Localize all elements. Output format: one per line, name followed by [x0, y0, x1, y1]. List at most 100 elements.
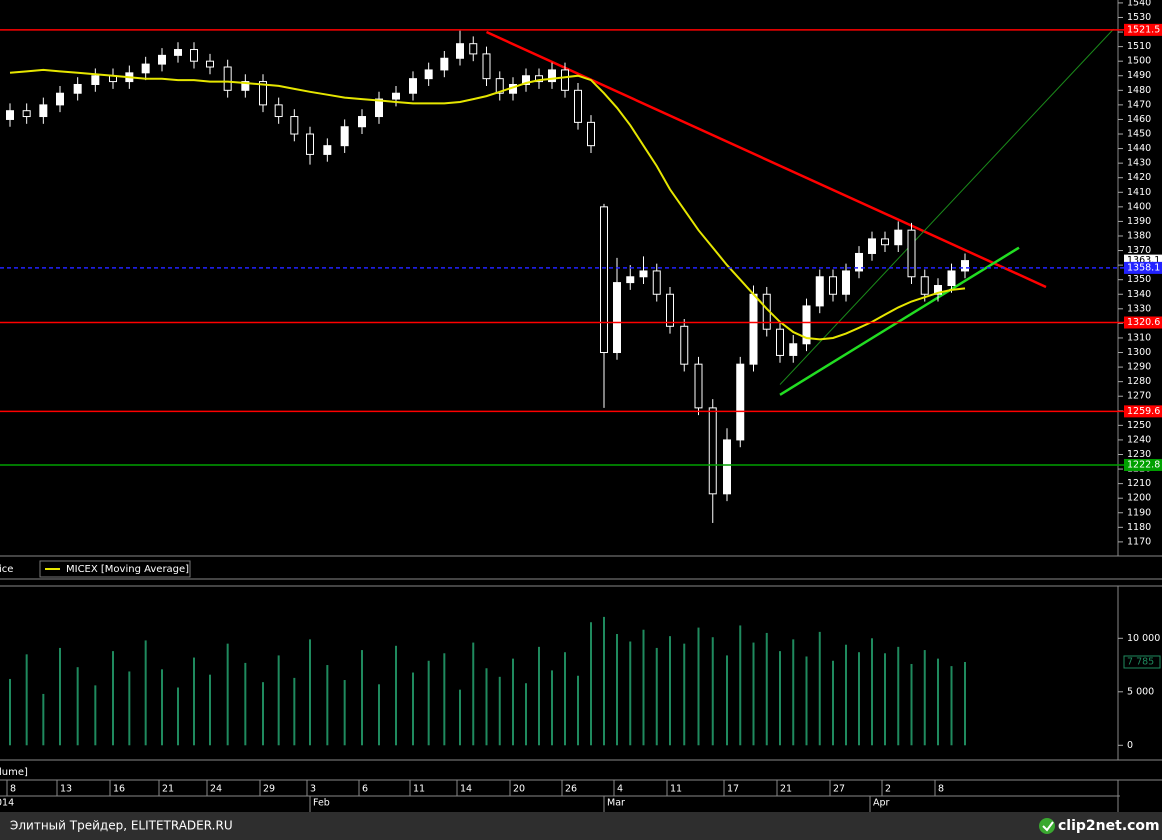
candle-body [6, 110, 14, 120]
y-tick-label: 1480 [1127, 85, 1151, 96]
volume-bar [603, 616, 605, 746]
candle-body [666, 293, 674, 327]
candle-body [22, 110, 31, 118]
x-tick-label: 13 [60, 784, 72, 795]
volume-bar [590, 622, 592, 746]
legend-label: MICEX [Moving Average] [66, 564, 189, 575]
level-label: 1320.6 [1127, 317, 1160, 328]
volume-value-label: 7 785 [1127, 656, 1154, 667]
volume-bar [577, 675, 579, 746]
legend-box [39, 560, 191, 578]
candle-body [174, 49, 182, 56]
volume-bar [9, 678, 11, 746]
candle-body [723, 439, 731, 495]
x-tick-label: 26 [565, 784, 577, 795]
volume-bar [361, 650, 363, 746]
volume-bar [76, 667, 79, 746]
volume-bar [779, 651, 781, 746]
y-tick-label: 1510 [1127, 41, 1151, 52]
y-tick-label: 1400 [1127, 201, 1151, 212]
volume-bar [697, 627, 700, 746]
candle-body [158, 54, 166, 65]
volume-bar [752, 642, 755, 746]
y-tick-label: 1540 [1127, 0, 1151, 8]
candle-body [815, 276, 824, 307]
x-tick-label: 14 [460, 784, 472, 795]
candle-body [340, 126, 349, 147]
candle-body [561, 69, 569, 91]
candle-body [274, 104, 283, 118]
level-label: 1259.6 [1127, 406, 1160, 417]
candle-body [223, 66, 232, 91]
footer [0, 812, 1162, 840]
month-label: Mar [607, 798, 625, 809]
y-tick-label: 1270 [1127, 391, 1151, 402]
volume-bar [551, 670, 553, 746]
volume-bar [144, 640, 147, 746]
candle-body [934, 285, 942, 295]
volume-bar [629, 641, 632, 746]
candle-body [776, 328, 784, 356]
x-tick-label: 21 [780, 784, 792, 795]
last-price-label: 1363.1 [1127, 255, 1160, 266]
volume-bar [42, 693, 45, 746]
level-label: 1358.1 [1127, 262, 1160, 273]
volume-bar [226, 643, 229, 746]
candle-body [920, 276, 929, 295]
candle-body [736, 363, 745, 441]
volume-bar [177, 687, 179, 746]
volume-bar [244, 662, 247, 746]
volume-bar [59, 647, 61, 746]
x-tick-label: 17 [727, 784, 739, 795]
volume-bar [683, 643, 686, 746]
level-label-box [1124, 316, 1162, 329]
logo-check [1042, 821, 1054, 832]
volume-bar [94, 685, 97, 746]
trend-line [485, 30, 1047, 289]
y-tick-label: 1390 [1127, 216, 1151, 227]
candle-body [548, 69, 556, 83]
x-tick-label: 11 [413, 784, 425, 795]
candle-body [259, 81, 267, 106]
volume-bar [655, 647, 658, 746]
y-tick-label: 1450 [1127, 129, 1151, 140]
volume-bar [427, 660, 430, 746]
y-tick-label: 1350 [1127, 274, 1151, 285]
x-tick-label: 6 [362, 784, 368, 795]
volume-bar [884, 653, 886, 746]
volume-bar [128, 671, 131, 746]
y-tick-label: 1230 [1127, 449, 1151, 460]
y-tick-label: 1170 [1127, 536, 1151, 547]
y-tick-label: 1180 [1127, 522, 1151, 533]
candle-body [881, 238, 889, 246]
candle-body [894, 229, 903, 246]
volume-bar [378, 684, 380, 746]
candle-body [789, 343, 798, 356]
x-tick-label: 29 [263, 784, 275, 795]
volume-bar [498, 676, 501, 746]
volume-bar [25, 654, 28, 746]
volume-bar [765, 632, 768, 746]
month-label: Apr [873, 798, 890, 809]
y-tick-label: 1380 [1127, 230, 1151, 241]
volume-tick-label: 5 000 [1127, 686, 1154, 697]
volume-bar [669, 636, 671, 746]
candle-body [456, 43, 464, 59]
candle-body [708, 407, 717, 495]
volume-bar [161, 669, 163, 746]
volume-bar [395, 645, 397, 746]
y-tick-label: 1250 [1127, 420, 1151, 431]
volume-bar [726, 655, 728, 746]
volume-bar [472, 642, 475, 746]
volume-bar [897, 646, 900, 746]
volume-bar [459, 689, 461, 746]
volume-bar [845, 644, 847, 746]
volume-bar [193, 657, 195, 746]
candle-body [680, 325, 689, 365]
candle-body [323, 145, 332, 155]
trend-line [779, 28, 1114, 385]
y-tick-label: 1460 [1127, 114, 1151, 125]
x-tick-label: 4 [617, 784, 623, 795]
candle-body [535, 75, 543, 83]
